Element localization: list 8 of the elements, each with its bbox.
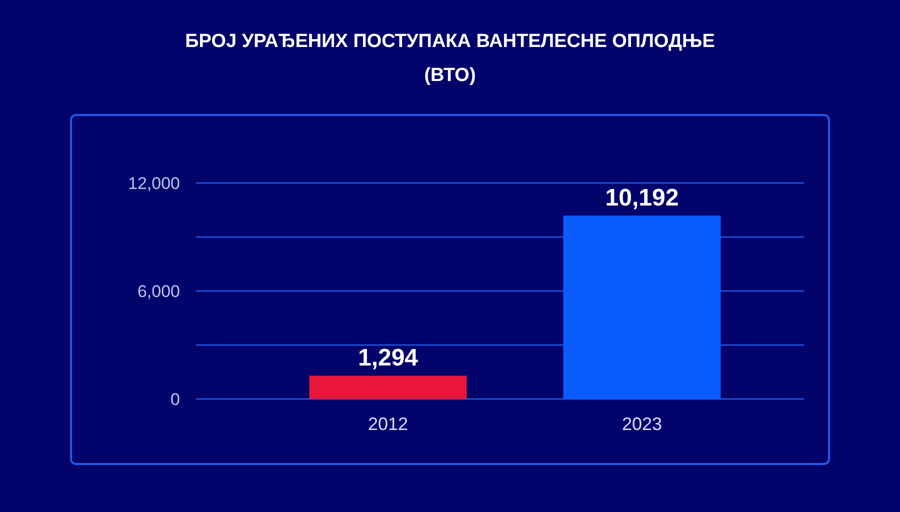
y-tick-label: 0 bbox=[170, 390, 180, 409]
chart-title: БРОЈ УРАЂЕНИХ ПОСТУПАКА ВАНТЕЛЕСНЕ ОПЛОДЊЕ (ВТО) bbox=[185, 31, 715, 86]
x-tick-label: 2012 bbox=[368, 414, 408, 434]
data-label: 10,192 bbox=[605, 184, 679, 212]
data-label: 1,294 bbox=[358, 344, 419, 372]
x-tick-label: 2023 bbox=[622, 414, 662, 434]
y-tick-label: 12,000 bbox=[128, 174, 180, 193]
y-tick-label: 6,000 bbox=[137, 282, 180, 301]
